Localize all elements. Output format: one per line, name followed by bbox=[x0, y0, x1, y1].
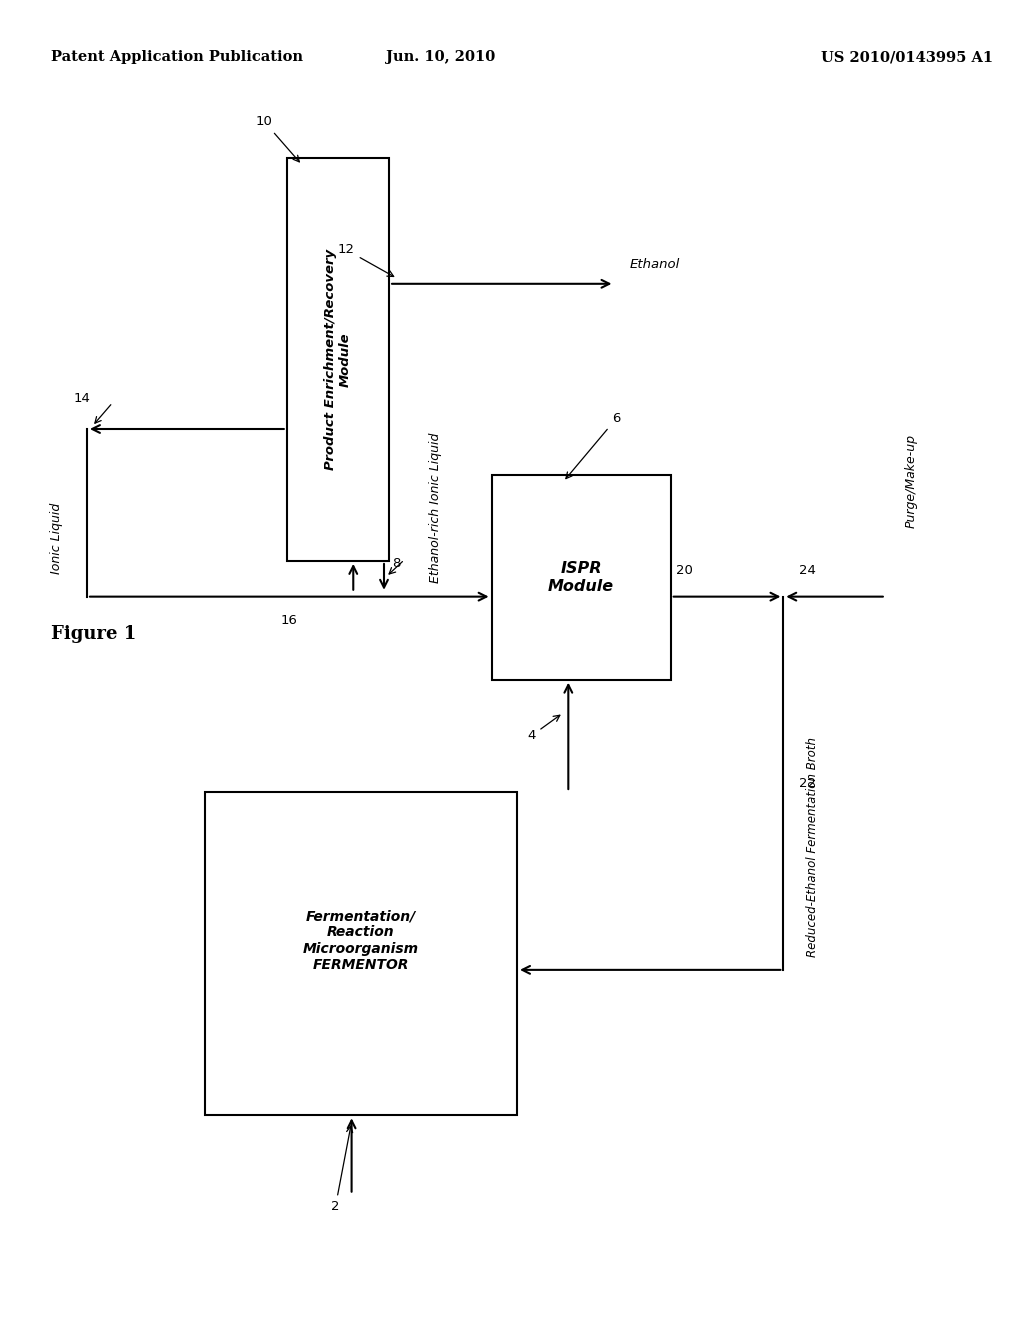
Text: Reduced-Ethanol Fermentation Broth: Reduced-Ethanol Fermentation Broth bbox=[806, 737, 818, 957]
Text: 22: 22 bbox=[799, 776, 816, 789]
Text: Jun. 10, 2010: Jun. 10, 2010 bbox=[386, 50, 495, 65]
Text: US 2010/0143995 A1: US 2010/0143995 A1 bbox=[821, 50, 993, 65]
Text: Figure 1: Figure 1 bbox=[51, 624, 136, 643]
Text: Purge/Make-up: Purge/Make-up bbox=[905, 434, 918, 528]
Text: 6: 6 bbox=[566, 412, 621, 479]
Bar bbox=[492, 475, 671, 680]
Text: Product Enrichment/Recovery
Module: Product Enrichment/Recovery Module bbox=[324, 249, 352, 470]
Bar bbox=[205, 792, 517, 1115]
Text: Patent Application Publication: Patent Application Publication bbox=[51, 50, 303, 65]
Bar bbox=[287, 158, 389, 561]
Text: Fermentation/
Reaction
Microorganism
FERMENTOR: Fermentation/ Reaction Microorganism FER… bbox=[303, 909, 419, 972]
Text: 12: 12 bbox=[338, 243, 393, 276]
Text: 24: 24 bbox=[799, 564, 815, 577]
Text: Ethanol-rich Ionic Liquid: Ethanol-rich Ionic Liquid bbox=[429, 433, 441, 583]
Text: 8: 8 bbox=[392, 557, 400, 570]
Text: Ionic Liquid: Ionic Liquid bbox=[50, 503, 62, 574]
Text: 2: 2 bbox=[331, 1126, 352, 1213]
Text: 10: 10 bbox=[256, 115, 299, 162]
Text: 16: 16 bbox=[281, 614, 298, 627]
Text: ISPR
Module: ISPR Module bbox=[548, 561, 614, 594]
Text: 4: 4 bbox=[527, 715, 560, 742]
Text: Ethanol: Ethanol bbox=[630, 257, 680, 271]
Text: 14: 14 bbox=[74, 392, 90, 405]
Text: 20: 20 bbox=[676, 564, 692, 577]
